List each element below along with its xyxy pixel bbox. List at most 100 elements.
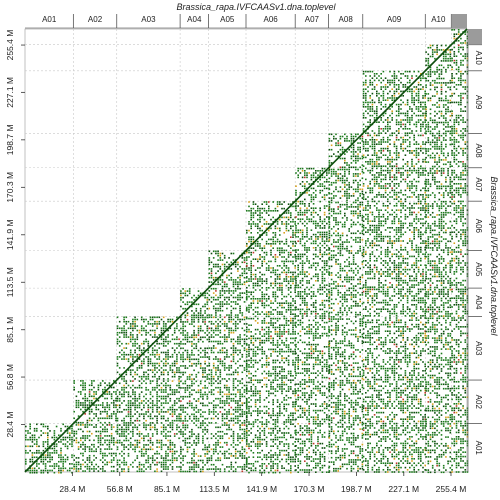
data-point	[232, 389, 235, 391]
data-point	[84, 413, 86, 415]
data-point	[31, 438, 34, 441]
data-point	[246, 399, 248, 401]
data-point	[306, 464, 308, 467]
data-point	[160, 426, 163, 429]
data-point	[294, 221, 296, 223]
data-point	[239, 305, 241, 308]
data-point	[186, 376, 189, 378]
data-point	[193, 422, 195, 424]
data-point	[195, 296, 198, 299]
data-point	[299, 280, 302, 282]
data-point	[138, 466, 141, 468]
data-point	[147, 362, 150, 365]
data-point	[91, 395, 93, 398]
data-point	[182, 457, 184, 460]
data-point	[308, 414, 310, 416]
data-point	[210, 468, 213, 470]
data-point	[299, 209, 302, 212]
data-point	[306, 332, 308, 335]
data-point	[294, 377, 296, 379]
data-point	[195, 415, 198, 418]
data-point	[306, 363, 308, 366]
data-point	[221, 351, 224, 354]
data-point	[118, 463, 121, 466]
data-point	[268, 210, 270, 212]
data-point	[75, 441, 78, 444]
data-point	[151, 389, 154, 391]
data-point	[281, 436, 283, 439]
data-point	[53, 443, 56, 445]
data-point	[254, 388, 257, 390]
data-point	[210, 329, 213, 332]
data-point	[99, 468, 102, 470]
data-point	[180, 457, 182, 460]
data-point	[241, 272, 244, 275]
data-point	[274, 443, 277, 445]
data-point	[301, 361, 304, 363]
data-point	[145, 397, 147, 400]
data-point	[180, 431, 182, 433]
data-point	[226, 314, 228, 316]
data-point	[252, 383, 255, 386]
data-point	[188, 400, 191, 402]
data-point	[228, 336, 230, 338]
data-point	[151, 417, 154, 420]
data-point	[237, 353, 239, 356]
data-point	[202, 314, 204, 317]
data-point	[237, 450, 239, 453]
data-point	[84, 386, 86, 389]
data-point	[230, 455, 233, 457]
data-point	[283, 271, 285, 274]
data-point	[292, 326, 294, 329]
data-point	[204, 393, 206, 396]
data-point	[86, 463, 89, 466]
data-point	[306, 167, 308, 170]
data-point	[108, 441, 111, 444]
data-point	[234, 422, 237, 424]
data-point	[110, 437, 113, 439]
data-point	[301, 407, 304, 410]
data-point	[202, 404, 204, 407]
data-point	[197, 318, 200, 321]
data-point	[193, 442, 195, 444]
data-point	[234, 378, 237, 380]
data-point	[171, 468, 174, 470]
data-point	[217, 417, 219, 420]
data-point	[215, 446, 217, 448]
data-point	[125, 430, 128, 433]
data-point	[204, 446, 206, 449]
data-point	[228, 292, 230, 294]
data-point	[176, 327, 178, 330]
data-point	[118, 382, 121, 385]
data-point	[210, 375, 213, 378]
data-point	[246, 430, 248, 432]
data-point	[226, 389, 228, 391]
data-point	[230, 318, 233, 321]
data-point	[285, 377, 288, 379]
data-point	[245, 461, 248, 464]
data-point	[274, 379, 277, 381]
data-point	[127, 327, 130, 330]
data-point	[237, 287, 239, 290]
data-point	[306, 280, 308, 282]
data-point	[310, 242, 313, 245]
data-point	[182, 360, 184, 363]
data-point	[91, 410, 93, 413]
data-point	[226, 338, 228, 341]
data-point	[186, 450, 189, 453]
data-point	[304, 214, 306, 216]
data-point	[127, 439, 130, 442]
data-point	[162, 334, 165, 336]
data-point	[295, 438, 297, 440]
data-point	[95, 457, 97, 459]
data-point	[308, 262, 310, 264]
data-point	[306, 469, 308, 471]
data-point	[250, 394, 252, 397]
data-point	[125, 331, 128, 334]
data-point	[206, 299, 209, 301]
data-point	[132, 342, 134, 345]
data-point	[304, 236, 306, 238]
data-point	[42, 441, 45, 443]
data-point	[180, 356, 182, 358]
data-point	[158, 369, 161, 371]
